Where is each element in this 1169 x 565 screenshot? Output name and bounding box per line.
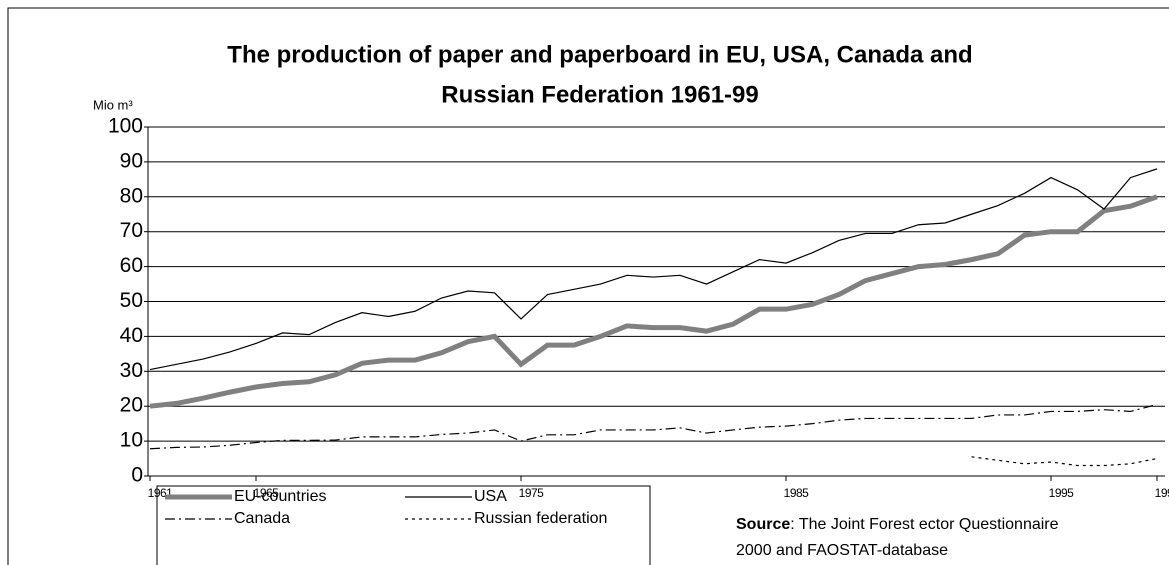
y-tick-label: 100 xyxy=(108,115,143,138)
x-tick-label: 1999 xyxy=(1155,486,1169,500)
legend-label: Russian federation xyxy=(474,510,607,527)
x-tick-label: 1965 xyxy=(254,486,280,500)
y-axis-label: Mio m³ xyxy=(93,97,133,112)
y-tick-label: 10 xyxy=(120,429,143,452)
series-line xyxy=(149,168,1158,371)
y-tick-label: 40 xyxy=(120,324,143,347)
y-tick-label: 30 xyxy=(120,359,143,382)
y-tick-label: 50 xyxy=(120,289,143,312)
x-tick-label: 1995 xyxy=(1049,486,1075,500)
series-line xyxy=(149,403,1158,450)
source: Source: The Joint Forest ector Questionn… xyxy=(736,516,1059,533)
legend-box xyxy=(156,485,651,565)
y-tick-label: 0 xyxy=(131,464,143,487)
series-line xyxy=(149,194,1158,409)
source-label: Source xyxy=(736,516,790,533)
y-tick-label: 20 xyxy=(120,394,143,417)
source-text: : The Joint Forest ector Questionnaire xyxy=(790,516,1058,533)
y-tick-label: 90 xyxy=(120,149,143,172)
legend-label: USA xyxy=(474,488,507,505)
y-tick-label: 70 xyxy=(120,219,143,242)
x-tick-label: 1985 xyxy=(784,486,810,500)
y-tick-label: 80 xyxy=(120,184,143,207)
legend-label: EU-countries xyxy=(234,488,326,505)
chart-title: The production of paper and paperboard i… xyxy=(227,41,972,68)
x-tick-label: 1975 xyxy=(519,486,545,500)
chart-title: Russian Federation 1961-99 xyxy=(441,81,758,108)
y-tick-label: 60 xyxy=(120,254,143,277)
series-line xyxy=(971,456,1158,467)
source-text: 2000 and FAOSTAT-database xyxy=(736,542,948,559)
legend-label: Canada xyxy=(234,510,290,527)
